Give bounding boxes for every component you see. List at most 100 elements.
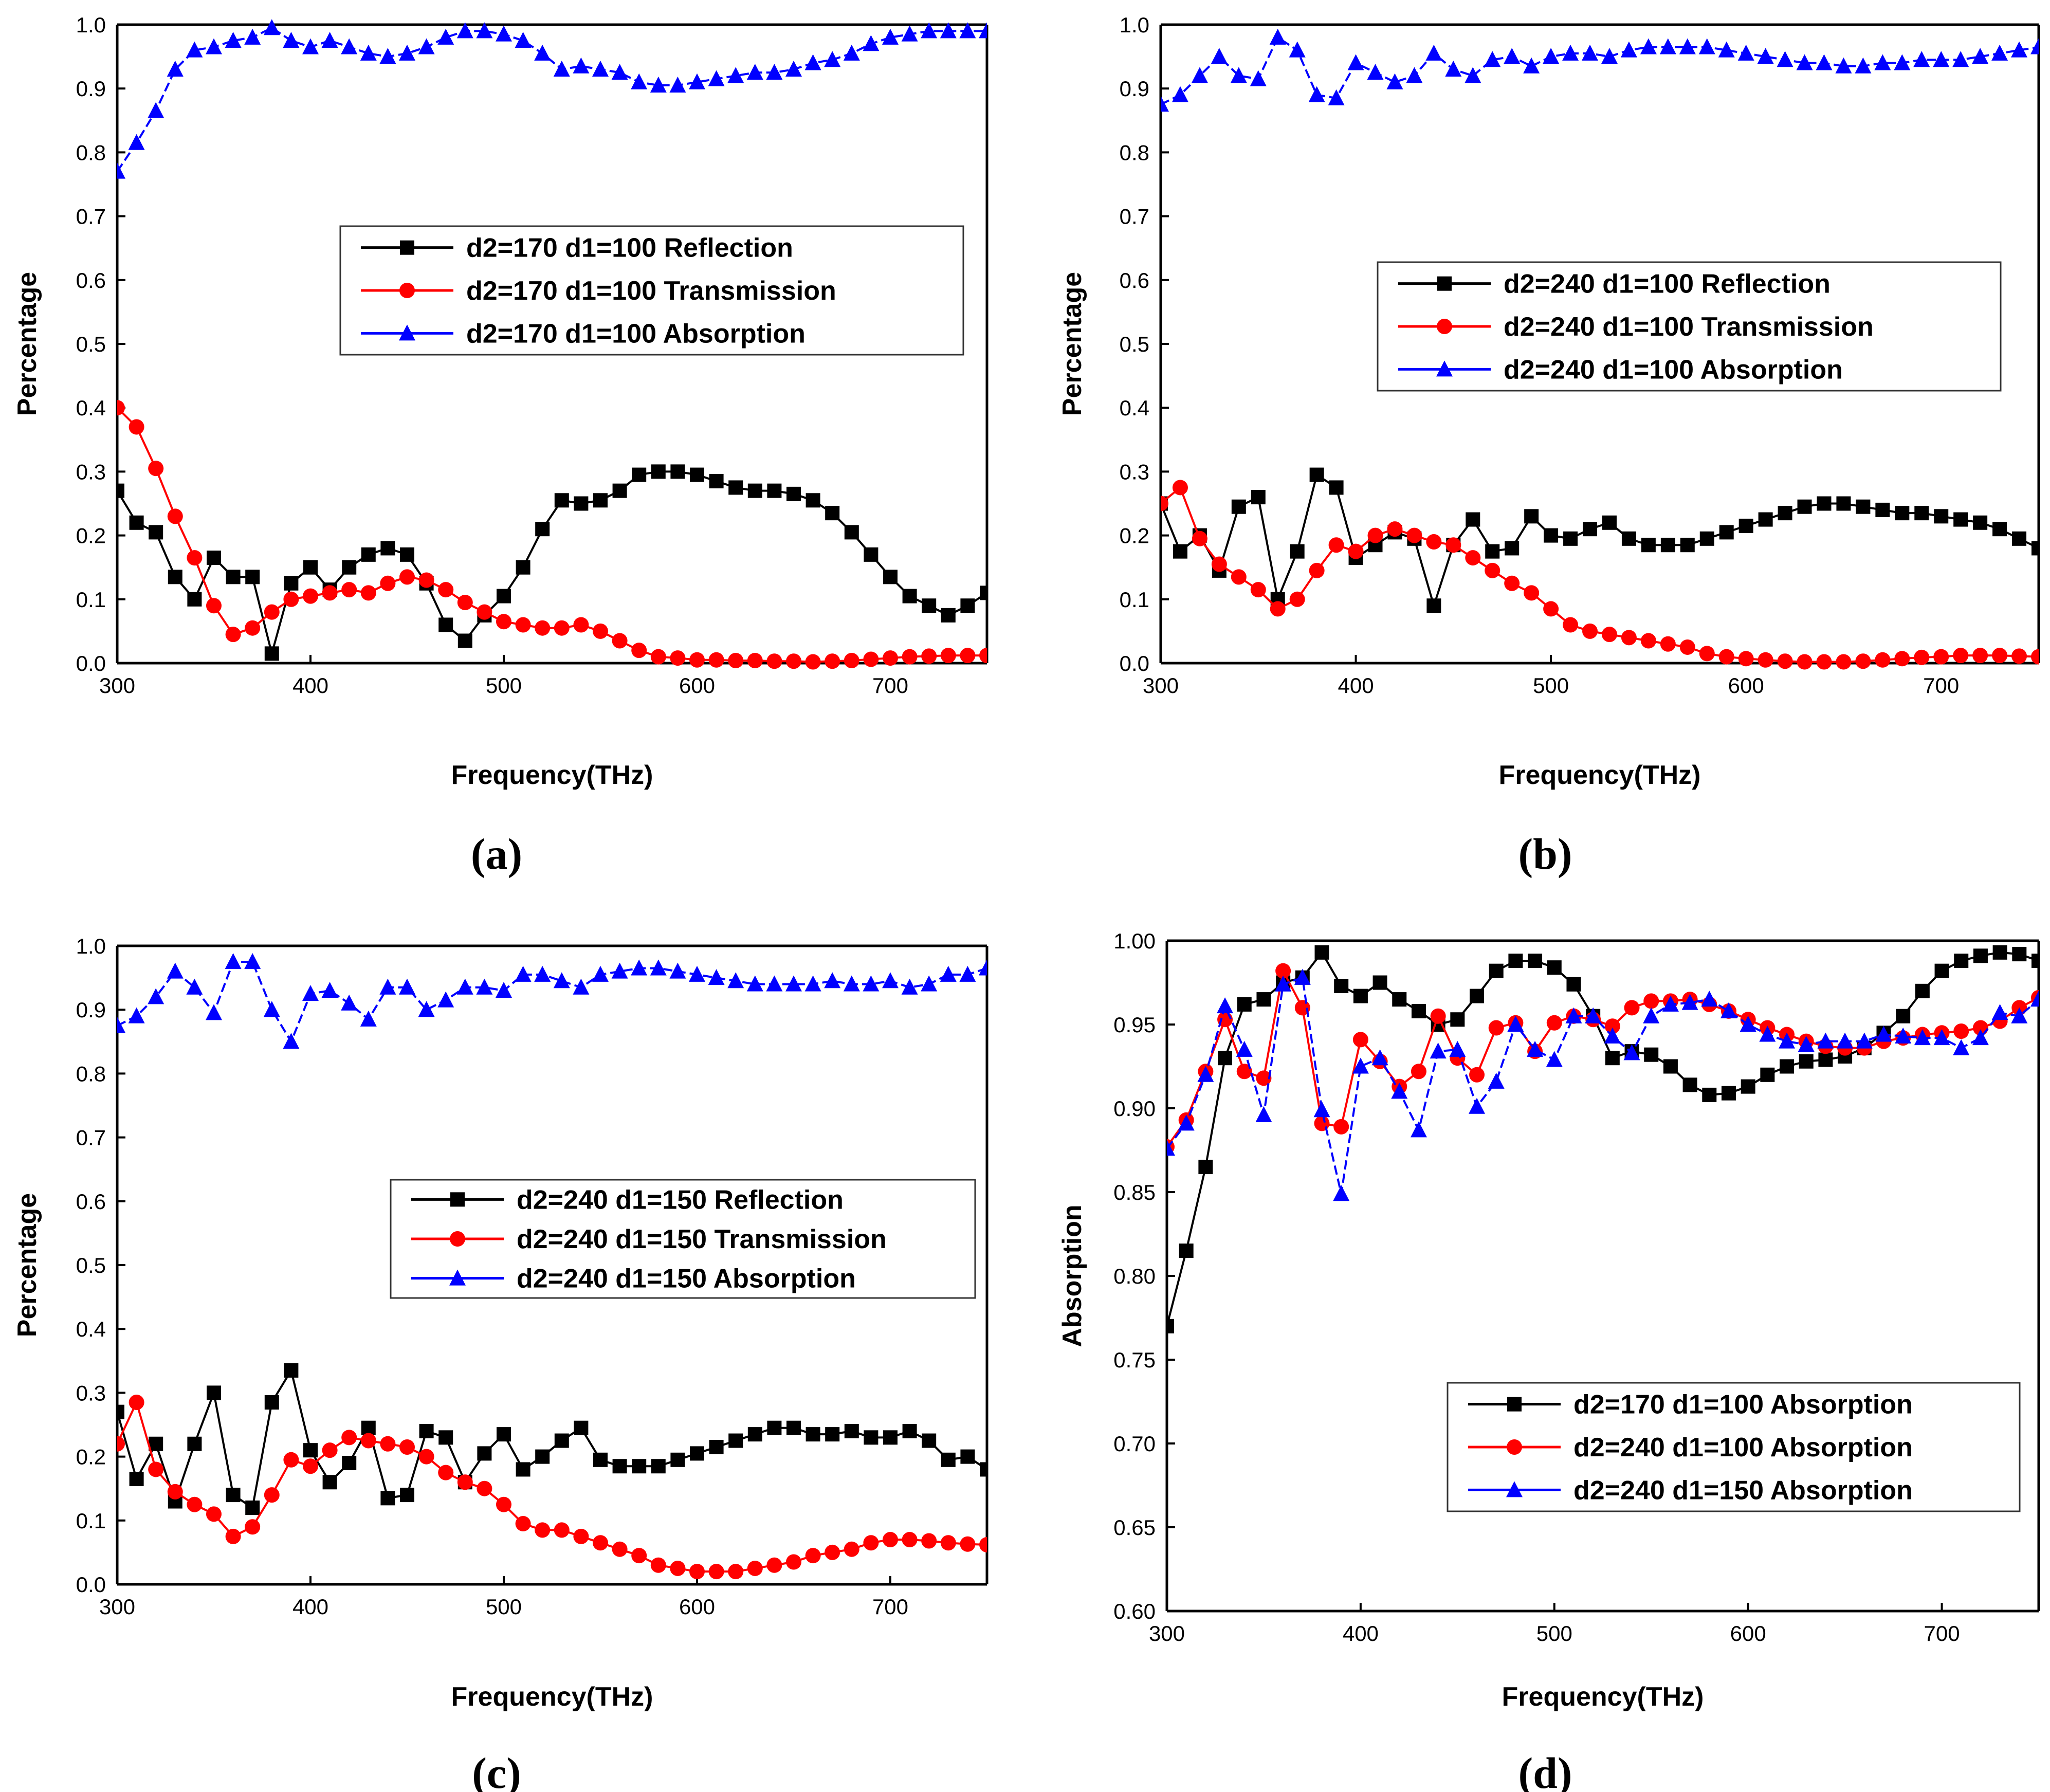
data-point — [1489, 963, 1504, 978]
data-point — [844, 1423, 859, 1438]
data-point — [960, 598, 975, 613]
data-point — [418, 38, 435, 54]
series-line — [117, 961, 987, 1044]
data-point — [148, 461, 164, 477]
data-point — [438, 1430, 453, 1445]
data-point — [1914, 506, 1929, 521]
data-point — [187, 1436, 202, 1451]
data-point — [611, 64, 628, 80]
data-point — [245, 620, 261, 636]
data-point — [117, 483, 124, 498]
data-point — [1524, 509, 1539, 524]
data-point — [225, 32, 242, 48]
data-point — [1197, 1066, 1214, 1082]
data-point — [844, 525, 859, 540]
y-axis-label: Percentage — [1057, 272, 1087, 416]
data-point — [1721, 1086, 1736, 1101]
data-point — [1856, 499, 1871, 514]
data-point — [322, 1442, 338, 1458]
data-point — [959, 22, 976, 39]
data-point — [1973, 515, 1988, 530]
data-point — [1270, 601, 1286, 617]
data-point — [515, 32, 532, 48]
y-tick-label: 0.2 — [76, 1445, 106, 1469]
data-point — [592, 965, 609, 982]
series-triangle — [1161, 28, 2039, 112]
series-line — [1161, 473, 2039, 610]
x-tick-label: 400 — [1338, 673, 1374, 698]
data-point — [689, 1564, 705, 1580]
data-point — [129, 1395, 144, 1411]
data-point — [534, 44, 551, 61]
data-point — [940, 648, 956, 664]
legend-label: d2=170 d1=100 Absorption — [466, 319, 806, 349]
data-point — [1250, 70, 1267, 86]
legend-marker — [449, 1269, 466, 1286]
series-triangle — [117, 953, 987, 1049]
data-point — [1211, 48, 1228, 64]
data-point — [361, 547, 376, 562]
legend: d2=240 d1=100 Reflection d2=240 d1=100 Tr… — [1377, 261, 2002, 392]
data-point — [670, 650, 686, 666]
data-point — [1934, 963, 1949, 978]
y-tick-label: 0.0 — [1120, 651, 1149, 675]
data-point — [1778, 506, 1792, 521]
data-point — [515, 965, 532, 982]
y-tick-label: 0.8 — [76, 1062, 106, 1086]
data-point — [1680, 538, 1695, 553]
data-point — [1430, 1008, 1446, 1024]
data-point — [1759, 1026, 1776, 1042]
legend-label: d2=240 d1=100 Absorption — [1573, 1433, 1913, 1462]
data-point — [1161, 496, 1168, 511]
data-point — [477, 604, 492, 620]
data-point — [1933, 51, 1950, 67]
data-point — [1333, 1185, 1350, 1201]
series-circle — [1161, 480, 2039, 670]
data-point — [1543, 48, 1560, 64]
data-point — [1702, 1087, 1717, 1102]
data-point — [631, 959, 648, 976]
x-tick-label: 400 — [1343, 1621, 1379, 1645]
data-point — [418, 1449, 434, 1465]
data-point — [747, 1560, 763, 1576]
data-point — [1289, 591, 1305, 607]
series-line — [1167, 950, 2039, 1327]
y-tick-label: 0.8 — [1120, 140, 1149, 164]
data-point — [226, 570, 241, 584]
data-point — [728, 1564, 744, 1580]
data-point — [283, 1452, 299, 1468]
data-point — [554, 1433, 569, 1448]
data-point — [612, 633, 628, 649]
data-point — [148, 102, 164, 118]
data-point — [186, 41, 203, 58]
series-line — [117, 1399, 987, 1573]
data-point — [1334, 979, 1349, 994]
legend-item: d2=240 d1=100 Absorption — [1468, 1433, 1913, 1462]
series-layer — [117, 19, 987, 670]
data-point — [844, 1541, 859, 1557]
data-point — [380, 1436, 396, 1452]
data-point — [117, 162, 125, 179]
data-point — [283, 1033, 300, 1049]
data-point — [1333, 1119, 1349, 1135]
data-point — [902, 1532, 918, 1548]
data-point — [1663, 1059, 1678, 1074]
legend-marker — [1507, 1397, 1522, 1412]
y-tick-label: 0.7 — [76, 205, 106, 229]
data-point — [187, 550, 203, 566]
data-point — [400, 1488, 414, 1503]
data-point — [1837, 1032, 1854, 1049]
tick-group: 300 400 500 600 700 0.60 0.65 0.70 0.75 0.80 0.85 0… — [1113, 929, 1960, 1645]
legend-label: d2=170 d1=100 Absorption — [1573, 1390, 1913, 1420]
data-point — [418, 572, 434, 588]
data-point — [1933, 1029, 1950, 1046]
data-point — [1698, 38, 1715, 54]
data-point — [1875, 502, 1890, 517]
data-point — [168, 570, 182, 584]
data-point — [1972, 648, 1988, 664]
data-point — [747, 1427, 762, 1442]
data-point — [117, 400, 125, 416]
panel-c: 300 400 500 600 700 0.0 0.1 0.2 0.3 0.4 0.5 0.6 0.7 0… — [12, 934, 989, 1792]
data-point — [225, 1528, 241, 1544]
data-point — [535, 620, 551, 636]
